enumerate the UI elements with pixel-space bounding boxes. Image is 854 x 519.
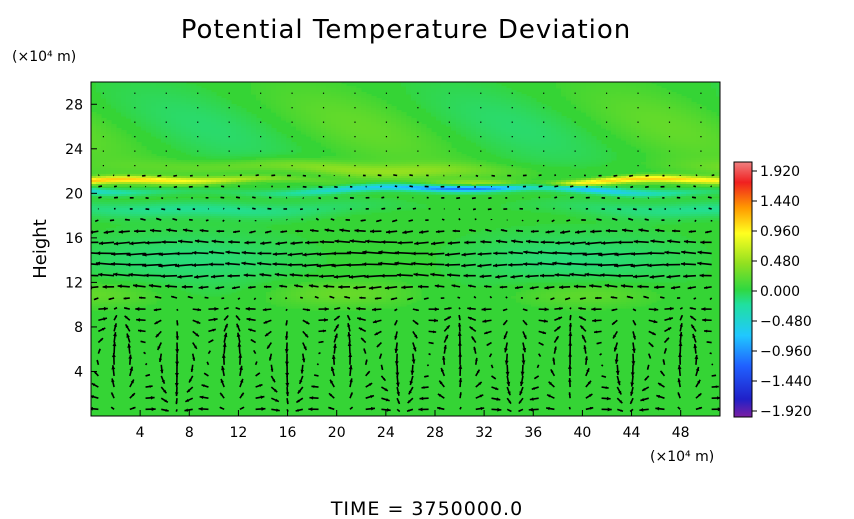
x-tick-label: 12 <box>230 425 248 441</box>
colorbar-tick-label: 1.440 <box>760 194 800 210</box>
x-tick-label: 28 <box>426 425 444 441</box>
plot-frame <box>90 81 721 417</box>
y-tick-label: 8 <box>74 320 83 336</box>
y-tick-label: 24 <box>65 142 83 158</box>
colorbar-tick-label: −1.440 <box>760 374 812 390</box>
x-tick-label: 40 <box>573 425 591 441</box>
chart-title: Potential Temperature Deviation <box>181 15 632 45</box>
colorbar-tick-label: −0.480 <box>760 314 812 330</box>
colorbar-tick-label: −0.960 <box>760 344 812 360</box>
y-unit-label: (×10⁴ m) <box>12 49 76 65</box>
colorbar-tick-label: 1.920 <box>760 164 800 180</box>
colorbar-tick-label: 0.000 <box>760 284 800 300</box>
x-axis-ticks: 4 8 12 16 20 24 28 32 36 40 44 48 <box>136 410 690 441</box>
colorbar-tick-label: 0.960 <box>760 224 800 240</box>
colorbar-ticks: 1.920 1.440 0.960 0.480 0.000 −0.480 −0.960 −1.… <box>752 164 812 420</box>
heatmap-field <box>91 82 720 416</box>
y-tick-label: 20 <box>65 186 83 202</box>
time-label: TIME = 3750000.0 <box>330 498 523 519</box>
x-tick-label: 44 <box>623 425 641 441</box>
x-tick-label: 24 <box>377 425 395 441</box>
colorbar-tick-label: −1.920 <box>760 404 812 420</box>
x-unit-label: (×10⁴ m) <box>650 449 714 465</box>
y-axis-ticks: 4 8 12 16 20 24 28 <box>65 97 97 380</box>
x-tick-label: 32 <box>475 425 493 441</box>
wind-vector-field <box>91 92 720 413</box>
y-tick-label: 12 <box>65 275 83 291</box>
x-tick-label: 20 <box>328 425 346 441</box>
x-tick-label: 36 <box>524 425 542 441</box>
colorbar <box>733 161 753 418</box>
y-axis-title: Height <box>30 219 51 279</box>
x-tick-label: 4 <box>136 425 145 441</box>
y-tick-label: 28 <box>65 97 83 113</box>
y-tick-label: 16 <box>65 231 83 247</box>
x-tick-label: 16 <box>279 425 297 441</box>
x-tick-label: 48 <box>672 425 690 441</box>
x-tick-label: 8 <box>185 425 194 441</box>
colorbar-tick-label: 0.480 <box>760 254 800 270</box>
y-tick-label: 4 <box>74 364 83 380</box>
